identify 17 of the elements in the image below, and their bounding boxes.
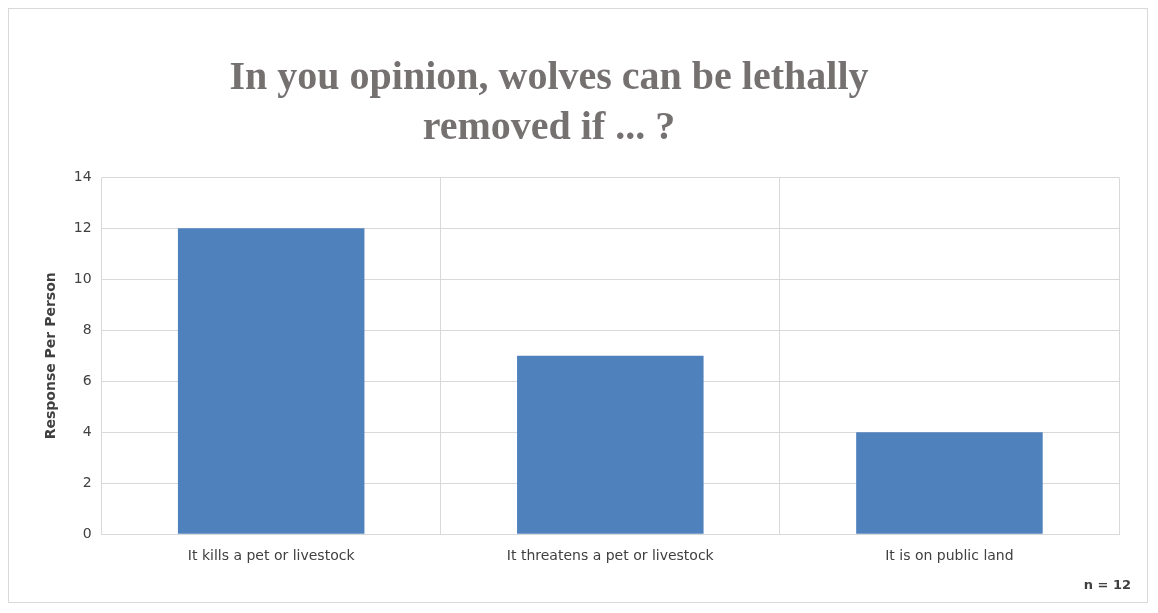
y-tick-label: 12 — [73, 219, 92, 236]
bar — [517, 355, 704, 534]
text: n = 12 — [1083, 577, 1131, 592]
y-tick-label: 4 — [82, 422, 92, 439]
y-tick-label: 14 — [73, 168, 92, 185]
chart-title: In you opinion, wolves can be lethally removed if ... ? — [228, 52, 870, 150]
y-axis-title: Response Per Person — [42, 272, 59, 440]
bar — [856, 432, 1043, 534]
x-tick-label: It is on public land — [885, 547, 1014, 564]
y-tick-label: 0 — [82, 524, 92, 541]
y-tick-label: 8 — [82, 320, 92, 337]
y-tick-label: 2 — [82, 473, 92, 490]
bar — [177, 228, 365, 534]
y-tick-label: 6 — [82, 371, 92, 388]
x-tick-label: It threatens a pet or livestock — [506, 547, 715, 564]
x-tick-label: It kills a pet or livestock — [187, 547, 356, 564]
y-tick-label: 10 — [73, 269, 92, 286]
